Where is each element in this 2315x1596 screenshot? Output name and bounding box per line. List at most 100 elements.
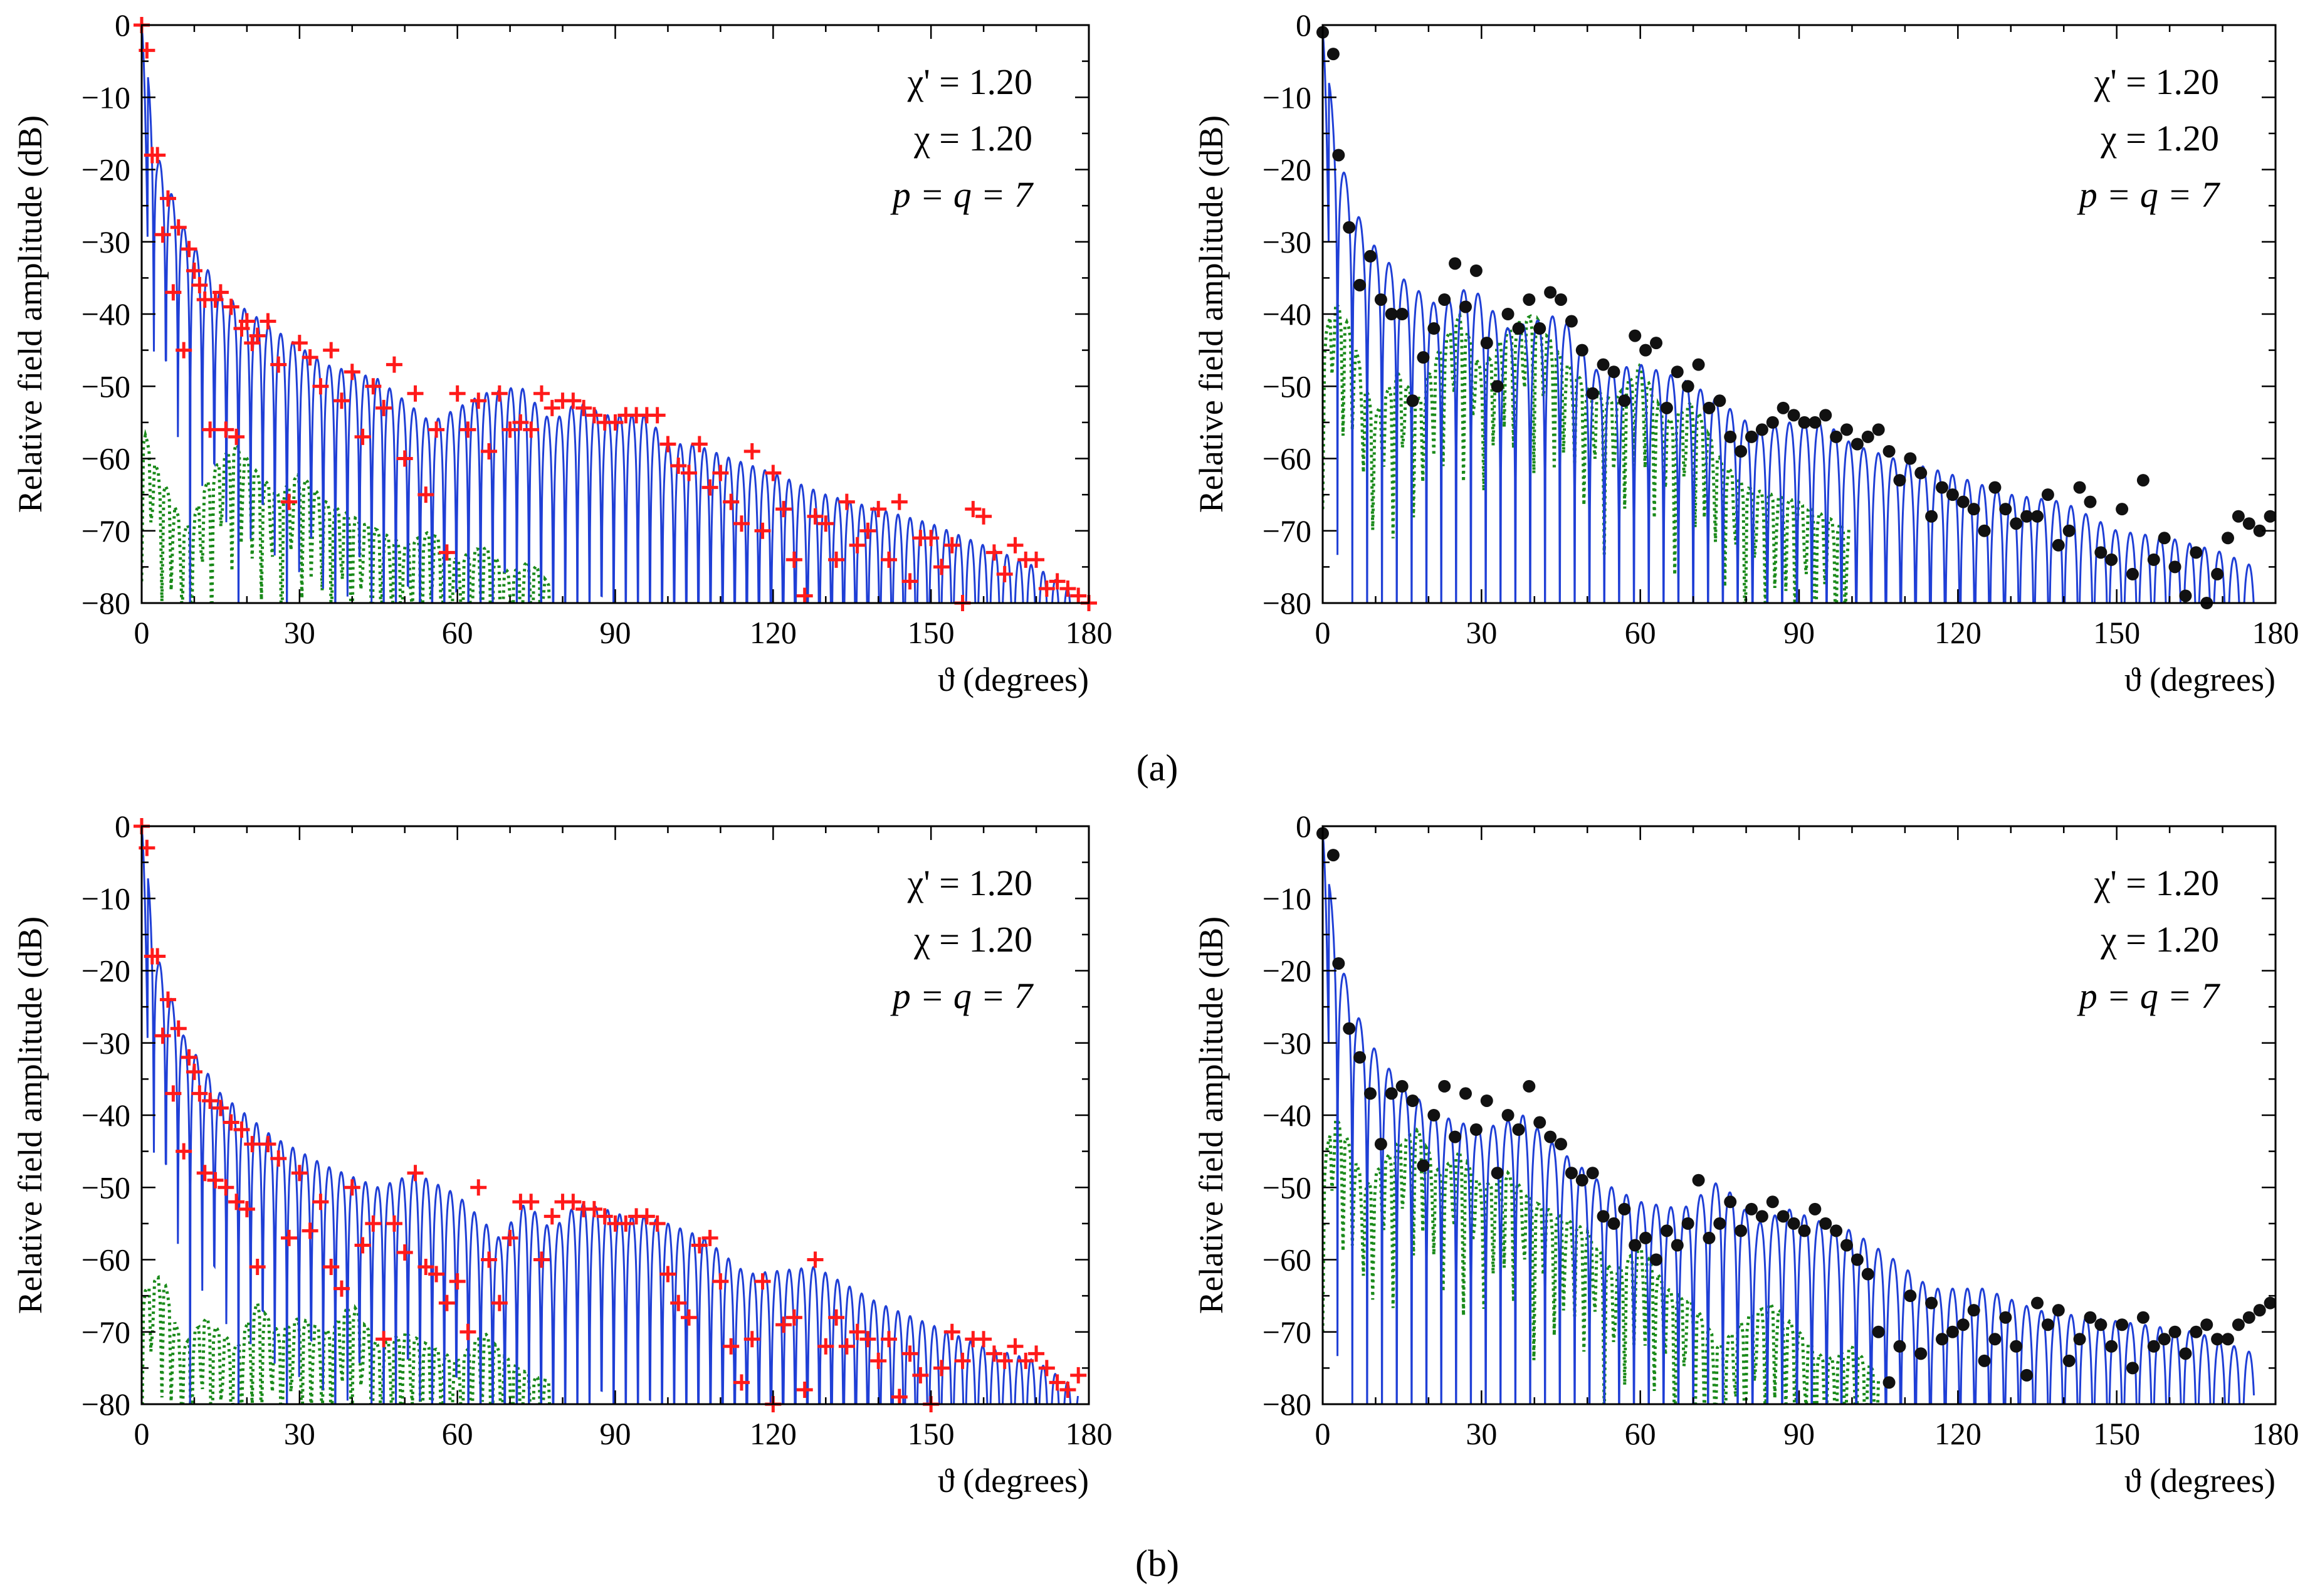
- measured-point: [312, 378, 329, 395]
- y-tick-label: −80: [81, 585, 130, 621]
- measured-point: [1850, 1253, 1864, 1266]
- measured-point: [1385, 1087, 1398, 1100]
- measured-point: [2222, 532, 2234, 545]
- measured-point: [2094, 1318, 2108, 1331]
- measured-point: [1353, 1051, 1367, 1064]
- measured-point: [585, 1200, 602, 1217]
- measured-point: [1946, 488, 1959, 501]
- plot-area: [1323, 32, 2255, 603]
- measured-point: [533, 385, 550, 402]
- measured-point: [2073, 481, 2086, 494]
- annotation: χ = 1.20: [2100, 919, 2219, 960]
- measured-point: [1840, 423, 1853, 436]
- measured-point: [1755, 1210, 1768, 1223]
- measured-point: [481, 1251, 498, 1268]
- measured-point: [354, 428, 371, 445]
- x-tick-label: 150: [2093, 1416, 2140, 1451]
- plot-frame: [1321, 24, 2277, 604]
- measured-point: [870, 501, 887, 518]
- measured-point: [701, 479, 718, 496]
- plot-area: [142, 826, 1079, 1404]
- measured-point: [1332, 957, 1345, 970]
- measured-point: [1978, 524, 1991, 537]
- measured-point: [817, 1338, 834, 1355]
- x-tick-label: 0: [1315, 615, 1331, 650]
- measured-point: [2041, 488, 2054, 501]
- x-axis-title: ϑ (degrees): [938, 1462, 1089, 1499]
- chart-a-left: 0 30 60 90 120 150 180 0 −10 −20 −30 −40 −50 −60 −70 −8…: [11, 8, 1113, 698]
- measured-point: [1427, 322, 1441, 335]
- annotation: χ = 1.20: [913, 919, 1032, 960]
- measured-point: [1629, 1239, 1642, 1252]
- measured-point: [1914, 1347, 1928, 1360]
- y-tick-label: −40: [81, 297, 130, 332]
- measured-point: [181, 241, 197, 258]
- measured-point: [170, 219, 187, 236]
- measured-point: [975, 508, 992, 525]
- series-simulated: [1323, 32, 2255, 603]
- measured-point: [1618, 394, 1631, 407]
- measured-point: [1787, 1217, 1800, 1230]
- measured-point: [149, 147, 166, 164]
- y-axis-title: Relative field amplitude (dB): [1192, 115, 1230, 513]
- measured-point: [470, 1179, 487, 1196]
- measured-point: [333, 1280, 350, 1297]
- measured-point: [238, 313, 255, 330]
- measured-point: [1978, 1354, 1991, 1367]
- measured-point: [785, 551, 802, 568]
- measured-point: [1629, 329, 1642, 342]
- x-axis-title: ϑ (degrees): [2124, 1462, 2276, 1499]
- y-tick-label: −70: [1262, 1315, 1311, 1350]
- measured-point: [670, 458, 687, 475]
- measured-point: [859, 1331, 876, 1348]
- measured-point: [1861, 430, 1874, 443]
- y-axis-title: Relative field amplitude (dB): [1192, 916, 1230, 1314]
- measured-point: [186, 262, 202, 279]
- measured-point: [1988, 1333, 2002, 1346]
- y-tick-label: −10: [1262, 881, 1311, 916]
- measured-point: [1692, 358, 1705, 371]
- x-axis-title: ϑ (degrees): [2124, 661, 2276, 698]
- measured-point: [238, 1200, 255, 1217]
- measured-point: [1925, 510, 1938, 523]
- measured-point: [775, 501, 792, 518]
- measured-point: [407, 1165, 424, 1182]
- measured-point: [523, 421, 540, 438]
- panel-label-b: (b): [1135, 1543, 1179, 1584]
- measured-point: [281, 493, 298, 510]
- x-tick-label: 30: [284, 1416, 315, 1451]
- measured-point: [2105, 553, 2118, 566]
- measured-point: [1830, 430, 1843, 443]
- measured-point: [1988, 481, 2002, 494]
- y-tick-label: −50: [1262, 1170, 1311, 1205]
- measured-point: [312, 1194, 329, 1210]
- measured-point: [1469, 264, 1483, 277]
- measured-point: [1956, 495, 1970, 508]
- measured-point: [449, 385, 466, 402]
- measured-point: [933, 1360, 950, 1377]
- measured-point: [828, 551, 845, 568]
- annotation: p = q = 7: [2077, 174, 2220, 215]
- measured-point: [291, 335, 308, 352]
- measured-point: [1819, 409, 1832, 422]
- measured-point: [2253, 524, 2266, 537]
- measured-point: [901, 1345, 918, 1362]
- measured-point: [260, 313, 276, 330]
- measured-point: [1692, 1173, 1705, 1187]
- measured-point: [733, 1374, 750, 1391]
- measured-point: [2253, 1304, 2266, 1317]
- measured-point: [2158, 532, 2171, 545]
- measured-point: [943, 1323, 960, 1340]
- measured-point: [1671, 365, 1684, 379]
- measured-point: [1565, 315, 1578, 328]
- measured-point: [2116, 1318, 2129, 1331]
- y-tick-label: −10: [1262, 80, 1311, 115]
- measured-point: [249, 1259, 266, 1276]
- measured-point: [1713, 1217, 1726, 1230]
- measured-point: [1491, 380, 1504, 393]
- measured-point: [1575, 1173, 1588, 1187]
- x-tick-label: 60: [1625, 1416, 1656, 1451]
- measured-point: [1946, 1325, 1959, 1338]
- measured-point: [1459, 300, 1472, 313]
- measured-point: [375, 1331, 392, 1348]
